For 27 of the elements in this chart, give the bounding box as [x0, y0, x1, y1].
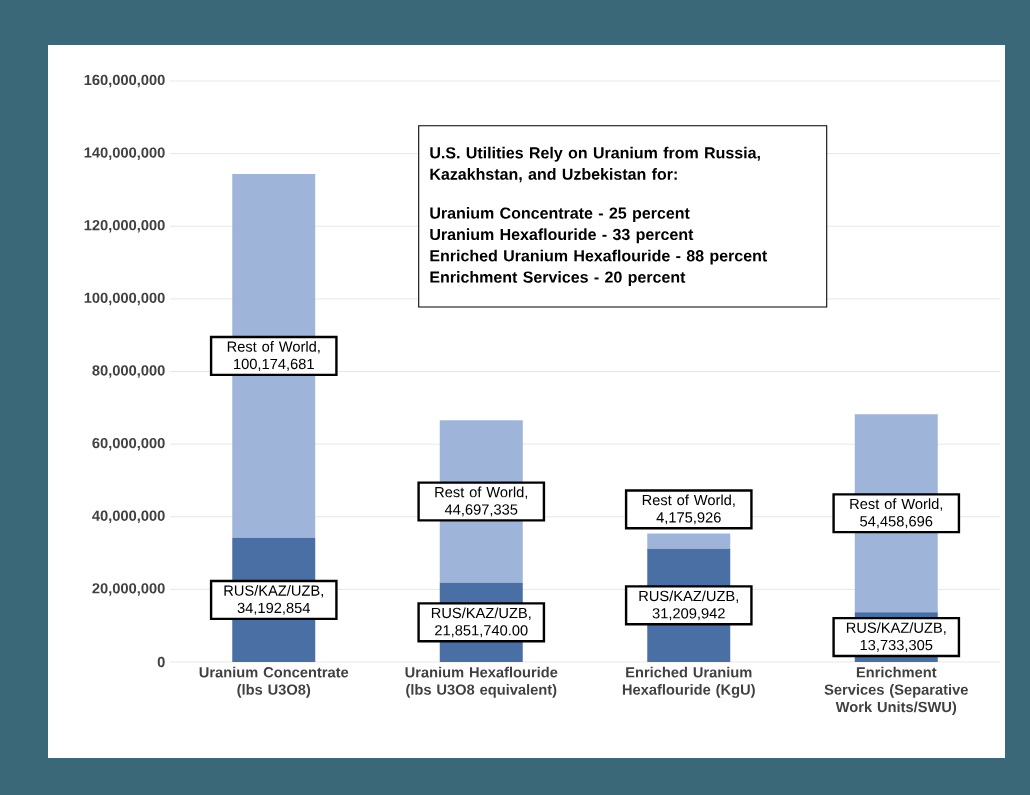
- annotation: Uranium Hexaflouride - 33 percent: [430, 228, 694, 244]
- y-tick-label: 20,000,000: [92, 583, 165, 596]
- y-tick-label: 140,000,000: [84, 147, 165, 160]
- annotation: U.S. Utilities Rely on Uranium from Russia, Kazakhstan, and Uzbekistan for:: [430, 146, 760, 183]
- data-label: RUS/KAZ/UZB, 31,209,942: [639, 590, 738, 621]
- y-tick-label: 160,000,000: [84, 74, 165, 88]
- data-label: RUS/KAZ/UZB, 21,851,740.00: [431, 607, 531, 638]
- y-tick-label: 100,000,000: [84, 292, 165, 306]
- annotation: Enrichment Services - 20 percent: [430, 271, 686, 286]
- y-tick-label: 40,000,000: [92, 510, 165, 524]
- data-label: Rest of World, 100,174,681: [227, 341, 320, 371]
- y-tick-label: 60,000,000: [92, 437, 165, 451]
- x-tick-label: Enrichment Services (Separative Work Units/SWU): [824, 666, 968, 716]
- annotation: Uranium Concentrate - 25 percent: [430, 207, 690, 222]
- data-label: Rest of World, 54,458,696: [850, 498, 943, 529]
- x-tick-label: Uranium Concentrate (lbs U3O8): [199, 666, 349, 698]
- annotation: Enriched Uranium Hexaflouride - 88 percent: [430, 249, 768, 265]
- x-tick-label: Uranium Hexaflouride (lbs U3O8 equivalent): [405, 666, 558, 698]
- bar: [647, 533, 731, 549]
- y-tick-label: 80,000,000: [92, 365, 165, 378]
- data-label: Rest of World, 4,175,926: [642, 494, 735, 525]
- data-label: RUS/KAZ/UZB, 13,733,305: [846, 622, 946, 652]
- y-tick-label: 120,000,000: [84, 220, 165, 233]
- x-tick-label: Enriched Uranium Hexaflouride (KgU): [622, 666, 755, 698]
- y-tick-label: 0: [157, 656, 165, 668]
- data-label: Rest of World, 44,697,335: [435, 486, 528, 517]
- data-label: RUS/KAZ/UZB, 34,192,854: [224, 585, 323, 615]
